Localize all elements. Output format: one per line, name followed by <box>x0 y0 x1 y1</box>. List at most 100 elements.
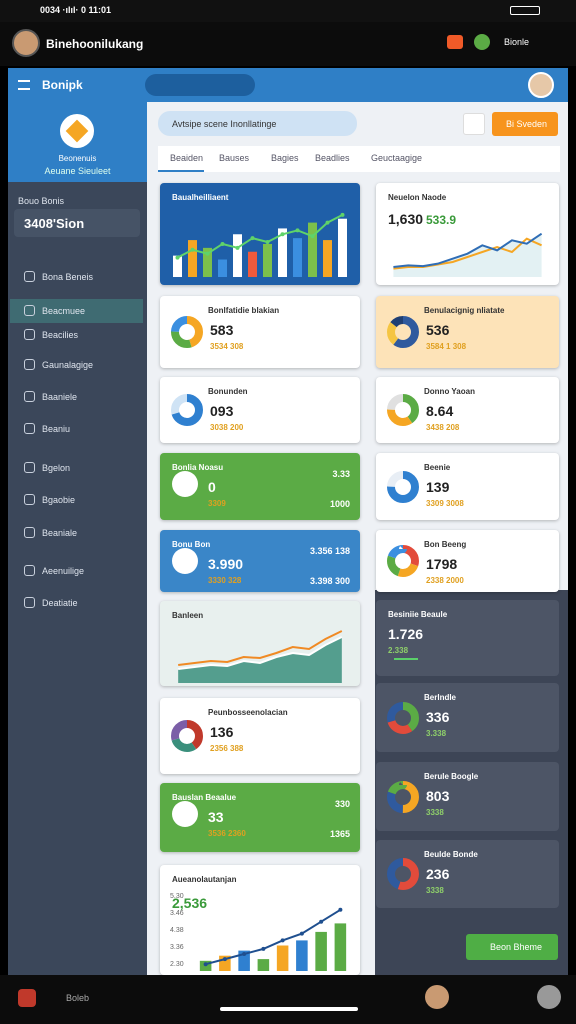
sidebar-item[interactable]: Beaniu <box>24 423 70 434</box>
active-item <box>10 299 143 323</box>
icon[interactable] <box>447 35 463 49</box>
card: Bon Beeng 1798 2338 2000 <box>376 530 559 592</box>
bar <box>188 240 197 277</box>
card-sub: 3584 1 308 <box>426 342 467 351</box>
card-sub: 2356 388 <box>210 744 244 753</box>
trend-point <box>205 251 210 256</box>
bar <box>203 247 212 277</box>
avatar[interactable] <box>425 985 449 1009</box>
profile: Beonenuis Aeuane Sieuleet <box>8 102 147 182</box>
item-icon <box>24 305 35 316</box>
card-title: Aueanolautanjan <box>172 875 237 884</box>
trend-point <box>250 236 255 241</box>
trend-point <box>325 220 330 225</box>
bar <box>338 218 347 277</box>
menu[interactable] <box>18 80 30 90</box>
donut <box>387 780 419 813</box>
sidebar-item[interactable]: Beaniale <box>24 527 77 538</box>
sidebar-item[interactable]: Beacilies <box>24 329 78 340</box>
trend-point <box>203 962 208 967</box>
card-sub: 3536 2360 <box>208 829 246 838</box>
donut <box>171 394 203 426</box>
card-title: Beenie <box>424 463 451 472</box>
tab: Beaiden <box>170 153 204 163</box>
sidebar-item[interactable]: Bgelon <box>24 462 70 473</box>
nav-icon[interactable] <box>18 989 36 1007</box>
bar <box>257 959 270 971</box>
card: Bonlfatidie blakian 583 3534 308 <box>160 296 360 368</box>
bar <box>233 234 242 277</box>
sidebar-item[interactable]: Baaniele <box>24 391 77 402</box>
icon[interactable] <box>474 34 490 50</box>
sidebar-item[interactable]: Bgaobie <box>24 494 75 505</box>
balance-value: 3408'Sion <box>24 216 85 231</box>
trend-point <box>310 234 315 239</box>
card-extra: 3.33 <box>332 469 350 479</box>
trend-point <box>190 247 195 252</box>
sidebar-item[interactable]: Deatiatie <box>24 597 78 608</box>
search[interactable]: Avtsipe scene Inonllatinge <box>158 111 357 136</box>
bar <box>293 238 302 277</box>
chart <box>178 630 343 683</box>
item-icon <box>24 391 35 402</box>
card-value: 093 <box>210 403 234 419</box>
donut-slice <box>387 394 419 426</box>
avatar[interactable] <box>528 72 554 98</box>
donut-slice <box>387 316 419 348</box>
status-bar: 0034 ·ılıl· 0 11:01 <box>0 0 576 22</box>
donut-slice <box>387 545 419 577</box>
donut-slice <box>387 394 419 426</box>
donut-slice <box>387 780 419 813</box>
sidebar-item[interactable]: Gaunalagige <box>24 359 93 370</box>
bar <box>248 251 257 277</box>
balance: 3408'Sion <box>14 209 140 237</box>
item-icon <box>24 462 35 473</box>
bar <box>308 222 317 277</box>
tab-indicator <box>158 170 204 172</box>
trend-point <box>261 946 266 951</box>
trend-point <box>242 952 247 956</box>
profile-sub: Aeuane Sieuleet <box>44 166 111 176</box>
trend-point <box>235 245 240 250</box>
app-header: Bonipk <box>8 68 568 102</box>
sidebar-item[interactable]: Bona Beneis <box>24 271 93 282</box>
header-search[interactable] <box>145 74 255 96</box>
nav-label[interactable]: Boleb <box>66 993 90 1003</box>
card-sub: 533.9 <box>426 213 457 227</box>
card-title: Bauslan Beaalue <box>172 793 237 802</box>
bar <box>238 950 250 971</box>
sidebar-item[interactable]: Aeenuilige <box>24 565 84 576</box>
tab: Bagies <box>271 153 299 163</box>
item-icon <box>24 565 35 576</box>
item-icon <box>24 494 35 505</box>
donut-slice <box>387 545 419 577</box>
card-title: Donno Yaoan <box>424 387 475 396</box>
card-value: 139 <box>426 479 450 495</box>
card: Beulde Bonde 236 3338 Beon Bheme <box>376 840 559 960</box>
tab: Beadlies <box>315 153 350 163</box>
battery <box>510 6 540 15</box>
search-text: Avtsipe scene Inonllatinge <box>172 119 277 129</box>
donut-slice <box>387 780 419 813</box>
card-value: 1.726 <box>388 626 424 642</box>
item-icon <box>24 329 35 340</box>
donut <box>387 701 419 734</box>
card-extra: 1000 <box>329 499 350 509</box>
card: Bauslan Beaalue 33 3536 2360 330 1365 <box>160 783 360 852</box>
avatar[interactable] <box>537 985 561 1009</box>
button[interactable]: Bi Sveden <box>492 112 558 136</box>
line <box>178 630 343 666</box>
donut <box>387 316 419 348</box>
avatar[interactable] <box>12 29 40 57</box>
button-text: Beon Bheme <box>490 942 543 952</box>
sidebar-item[interactable]: Beacmuee <box>24 305 85 316</box>
action[interactable]: Bionle <box>504 37 530 47</box>
trend-point <box>319 919 324 924</box>
balance-label: Bouo Bonis <box>18 196 65 206</box>
card-value: 536 <box>426 322 450 338</box>
button[interactable]: Beon Bheme <box>466 934 558 960</box>
icon-button[interactable] <box>463 113 485 135</box>
card-icon <box>172 548 198 574</box>
time: 0034 ·ılıl· 0 11:01 <box>40 5 112 15</box>
donut <box>387 470 419 503</box>
